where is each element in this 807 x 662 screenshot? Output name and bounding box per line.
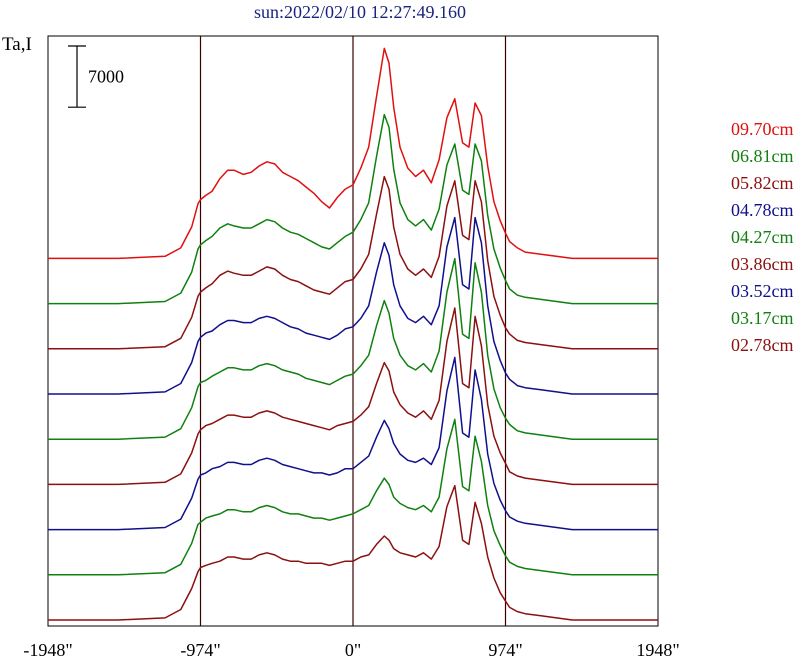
legend-entry: 05.82cm (731, 173, 794, 193)
series-line-02.78cm (48, 484, 658, 621)
legend: 09.70cm 06.81cm 05.82cm 04.78cm 04.27cm 03.86… (731, 119, 794, 355)
series-line-06.81cm (48, 113, 658, 305)
vertical-reference-lines (199, 36, 507, 626)
series-line-04.27cm (48, 257, 658, 440)
chart-title: sun:2022/02/10 12:27:49.160 (254, 2, 466, 22)
x-tick-label: 0" (345, 640, 361, 660)
series-line-05.82cm (48, 175, 658, 350)
x-tick-label: 974" (488, 640, 522, 660)
series-line-03.17cm (48, 418, 658, 576)
legend-entry: 03.17cm (731, 308, 794, 328)
legend-entry: 02.78cm (731, 335, 794, 355)
legend-entry: 09.70cm (731, 119, 794, 139)
scale-bar: 7000 (68, 45, 124, 108)
legend-entry: 06.81cm (731, 146, 794, 166)
legend-entry: 03.52cm (731, 281, 794, 301)
x-tick-label: 1948" (636, 640, 679, 660)
series-line-03.86cm (48, 307, 658, 486)
legend-entry: 04.27cm (731, 227, 794, 247)
series-line-03.52cm (48, 356, 658, 531)
legend-entry: 04.78cm (731, 200, 794, 220)
series-line-04.78cm (48, 216, 658, 395)
series-line-09.70cm (48, 47, 658, 260)
x-tick-label: -974" (180, 640, 220, 660)
legend-entry: 03.86cm (731, 254, 794, 274)
x-tick-label: -1948" (23, 640, 72, 660)
scale-bar-label: 7000 (88, 67, 124, 87)
y-axis-label: Ta,I (2, 34, 32, 55)
series-lines (48, 47, 658, 621)
x-axis-tick-labels: -1948" -974" 0" 974" 1948" (23, 640, 679, 660)
